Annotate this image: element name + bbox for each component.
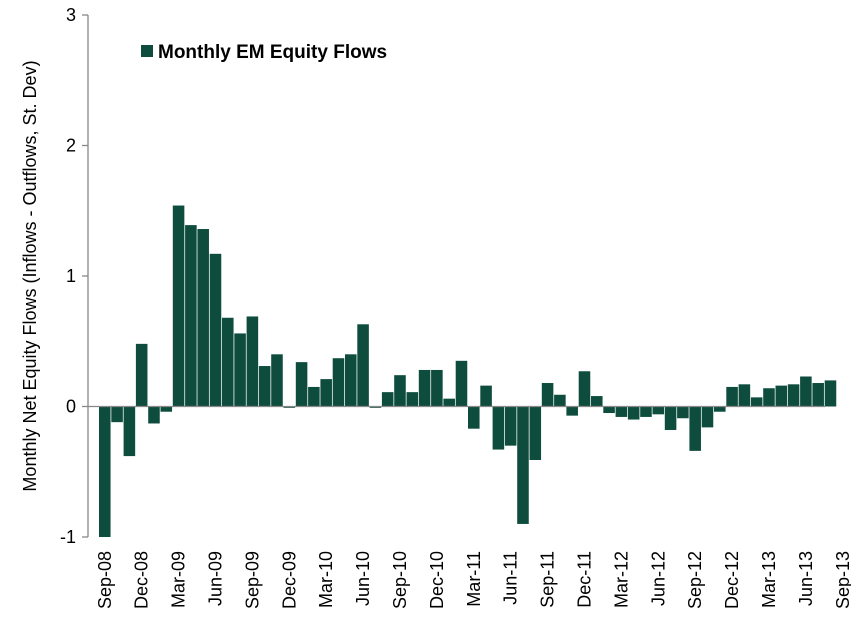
bar-Dec-10 <box>431 369 443 407</box>
bar-Oct-10 <box>406 392 419 407</box>
bar-Jun-12 <box>652 406 665 415</box>
bar-Mar-11 <box>468 406 480 429</box>
bar-Feb-09 <box>160 406 173 412</box>
bar-Aug-13 <box>824 380 837 407</box>
bar-Dec-09 <box>283 406 296 408</box>
bar-Oct-11 <box>554 394 566 407</box>
bar-Feb-10 <box>308 386 320 407</box>
x-tick-label: Sep-10 <box>390 551 410 609</box>
bar-Jan-09 <box>148 406 160 424</box>
y-tick-labels: -1 0 1 2 3 <box>60 5 76 547</box>
x-tick-label: Sep-11 <box>538 551 558 608</box>
x-tick-label: Mar-12 <box>611 551 631 608</box>
y-tick-label: 3 <box>66 5 76 25</box>
bar-Sep-11 <box>541 383 554 407</box>
x-tick-label: Jun-11 <box>501 551 521 605</box>
bar-Sep-10 <box>394 375 406 407</box>
bar-Oct-09 <box>258 366 271 407</box>
bar-Sep-12 <box>689 406 701 451</box>
bar-Apr-12 <box>627 406 640 420</box>
x-tick-label: Sep-08 <box>95 551 115 609</box>
bar-Apr-11 <box>480 385 492 407</box>
bar-Dec-12 <box>726 386 738 407</box>
x-tick-label: Dec-12 <box>722 551 742 609</box>
bar-May-10 <box>345 354 357 407</box>
x-tick-label: Jun-10 <box>353 551 373 606</box>
x-tick-label: Dec-11 <box>575 551 595 608</box>
bar-Mar-13 <box>763 388 775 407</box>
y-tick-label: -1 <box>60 527 76 547</box>
legend: Monthly EM Equity Flows <box>141 42 387 63</box>
y-axis-title: Monthly Net Equity Flows (Inflows - Outf… <box>20 60 40 491</box>
y-tick-label: 2 <box>66 136 76 156</box>
x-tick-label: Mar-11 <box>464 551 484 607</box>
bar-Jan-10 <box>295 362 308 407</box>
bar-Jul-11 <box>517 406 529 524</box>
bar-May-11 <box>492 406 505 450</box>
bar-Jan-12 <box>591 396 603 407</box>
bar-Jul-09 <box>222 317 234 407</box>
bar-Apr-13 <box>775 385 788 407</box>
legend-label: Monthly EM Equity Flows <box>158 42 387 63</box>
bar-Apr-10 <box>332 358 345 407</box>
bar-Jun-09 <box>209 253 222 407</box>
bar-Dec-08 <box>135 343 148 407</box>
legend-swatch <box>141 45 153 57</box>
x-tick-label: Mar-13 <box>759 551 779 608</box>
bar-May-09 <box>197 229 209 407</box>
bar-Jan-13 <box>738 384 751 407</box>
bar-Jun-11 <box>504 406 517 446</box>
bar-Jul-13 <box>812 383 824 407</box>
bar-Nov-08 <box>123 406 136 457</box>
bar-Aug-10 <box>381 392 394 407</box>
bar-Feb-13 <box>750 397 763 407</box>
x-tick-label: Jun-13 <box>796 551 816 606</box>
x-tick-label: Sep-09 <box>242 551 262 609</box>
bar-May-12 <box>640 406 652 417</box>
bar-Jun-13 <box>800 376 812 407</box>
bar-Jul-12 <box>664 406 677 430</box>
bar-Sep-08 <box>99 406 111 537</box>
bar-Aug-12 <box>677 406 689 419</box>
x-tick-label: Dec-08 <box>132 551 152 609</box>
x-tick-labels: Sep-08 Dec-08 Mar-09 Jun-09 Sep-09 Dec-09 Mar-… <box>95 551 851 609</box>
bar-Nov-12 <box>714 406 726 412</box>
x-tick-label: Jun-12 <box>648 551 668 606</box>
y-tick-label: 1 <box>66 266 76 286</box>
x-tick-label: Jun-09 <box>206 551 226 606</box>
bar-Aug-11 <box>529 406 542 460</box>
bar-Sep-09 <box>246 316 259 407</box>
x-tick-label: Mar-09 <box>169 551 189 608</box>
bars-group <box>99 205 837 537</box>
bar-Dec-11 <box>578 371 591 407</box>
x-tick-label: Dec-10 <box>427 551 447 609</box>
bar-Jun-10 <box>357 324 369 407</box>
bar-Jul-10 <box>369 406 382 408</box>
x-tick-label: Sep-13 <box>833 551 851 609</box>
bar-Apr-09 <box>185 225 197 407</box>
x-tick-label: Mar-10 <box>316 551 336 608</box>
bar-Jan-11 <box>443 398 455 407</box>
bar-Nov-11 <box>566 406 578 416</box>
bar-Nov-09 <box>271 354 283 407</box>
bar-Feb-11 <box>455 360 468 407</box>
bar-Oct-12 <box>701 406 714 428</box>
x-tick-label: Sep-12 <box>685 551 705 609</box>
bar-Oct-08 <box>111 406 123 423</box>
x-tick-label: Dec-09 <box>279 551 299 609</box>
bar-Feb-12 <box>603 406 615 414</box>
y-tick-label: 0 <box>66 397 76 417</box>
bar-Mar-12 <box>615 406 628 417</box>
bar-Mar-09 <box>172 205 185 407</box>
bar-Nov-10 <box>418 369 431 407</box>
axes-group <box>82 14 825 538</box>
bar-May-13 <box>787 384 800 407</box>
bar-Mar-10 <box>320 379 332 407</box>
bar-Aug-09 <box>234 333 246 407</box>
